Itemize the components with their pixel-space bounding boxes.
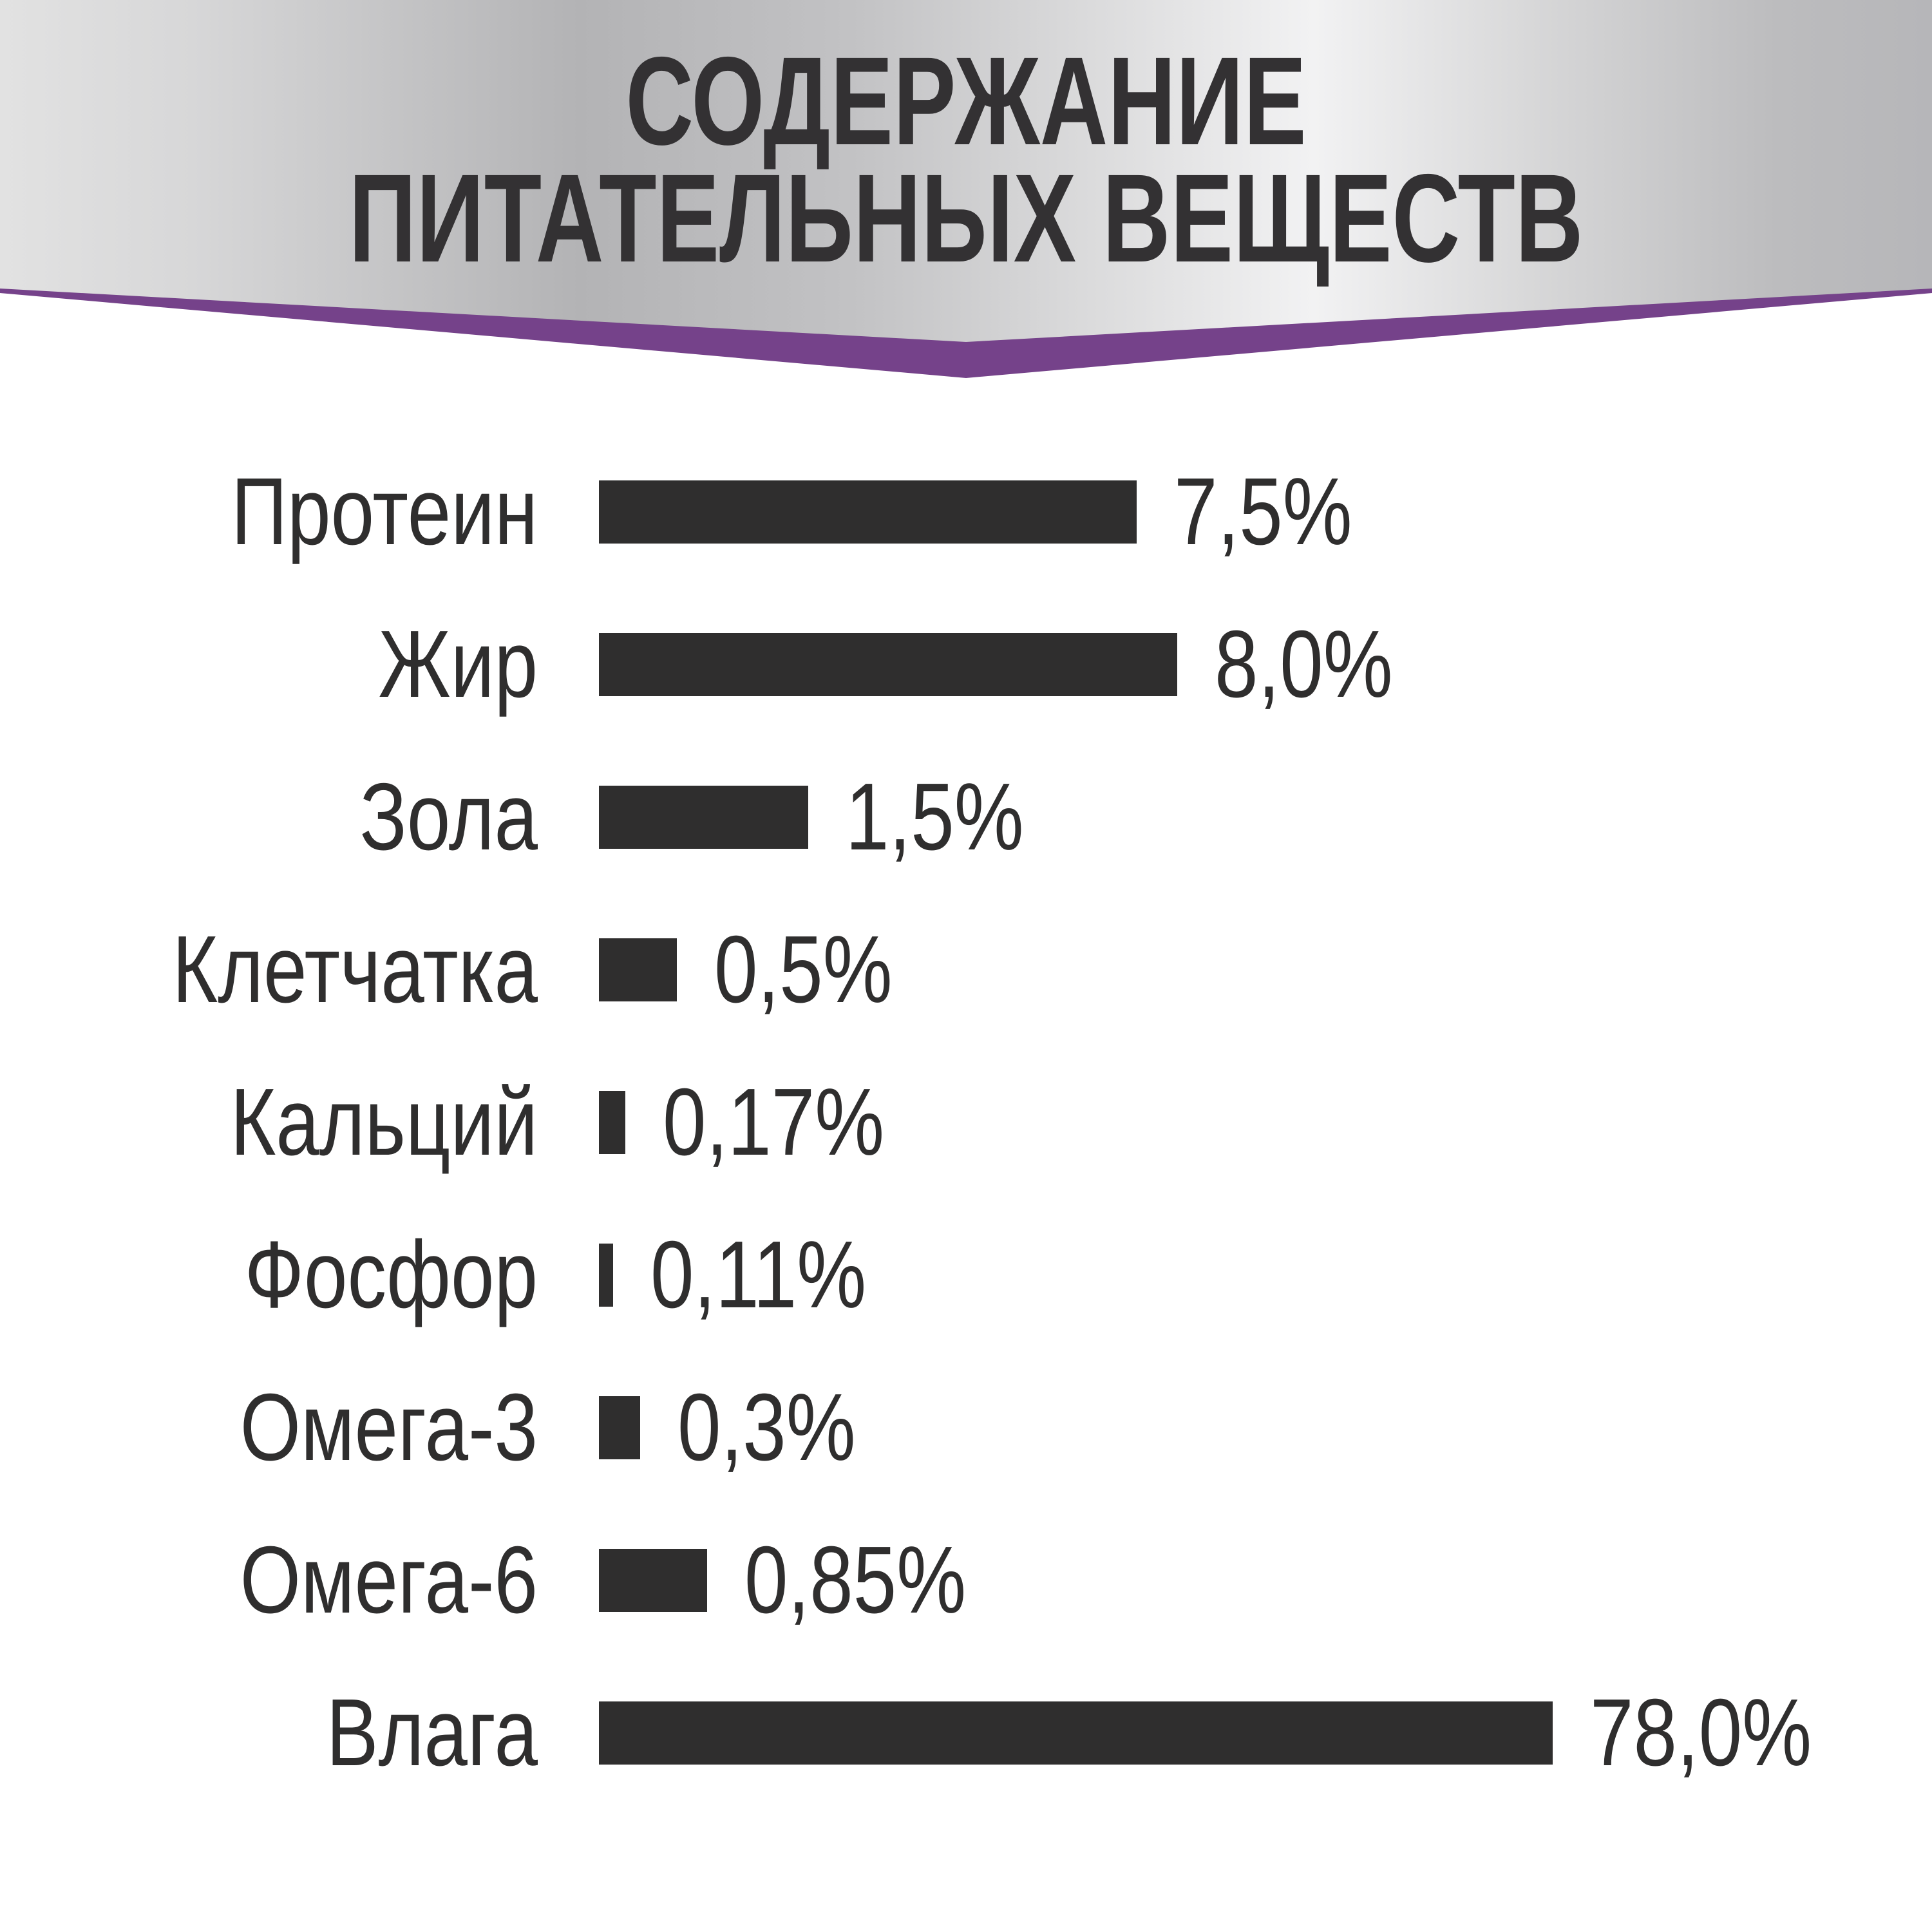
nutrient-value: 8,0% [1215,611,1393,717]
nutrient-bar [599,632,1177,696]
chart-row: Фосфор 0,11% [0,1198,1932,1351]
nutrient-value: 0,5% [714,916,893,1023]
chart-row: Влага 78,0% [0,1656,1932,1809]
page-title-line2: ПИТАТЕЛЬНЫХ ВЕЩЕСТВ [348,148,1584,289]
nutrient-label: Жир [378,611,538,717]
nutrient-label: Протеин [231,458,538,565]
chart-row: Зола 1,5% [0,741,1932,893]
nutrient-label: Кальций [230,1068,538,1175]
nutrient-value: 1,5% [846,763,1024,870]
nutrient-label: Омега-3 [240,1374,538,1481]
nutrient-bar [599,1243,613,1307]
nutrient-bar [599,1548,707,1612]
nutrients-bar-chart: Протеин 7,5% Жир 8,0% Зола 1,5% Клетчатк… [0,435,1932,1809]
chart-row: Омега-3 0,3% [0,1351,1932,1504]
nutrient-value: 7,5% [1174,458,1352,565]
nutrient-label: Влага [326,1679,538,1786]
nutrient-label: Фосфор [244,1221,538,1328]
nutrient-value: 0,3% [677,1374,856,1481]
chart-row: Омега-6 0,85% [0,1504,1932,1656]
nutrient-bar [599,938,677,1001]
nutrient-bar [599,785,808,849]
nutrient-value: 0,17% [663,1068,885,1175]
page-title-line1: СОДЕРЖАНИЕ [625,31,1307,171]
nutrient-label: Клетчатка [172,916,538,1023]
nutrient-value: 78,0% [1590,1679,1812,1786]
nutrient-label: Зола [359,763,538,870]
header-banner: СОДЕРЖАНИЕ ПИТАТЕЛЬНЫХ ВЕЩЕСТВ [0,0,1932,342]
chart-row: Клетчатка 0,5% [0,893,1932,1046]
page-title: СОДЕРЖАНИЕ ПИТАТЕЛЬНЫХ ВЕЩЕСТВ [242,39,1690,281]
chart-row: Протеин 7,5% [0,435,1932,588]
nutrient-bar [599,1701,1553,1765]
chart-row: Жир 8,0% [0,588,1932,741]
nutrient-bar [599,1396,640,1459]
nutrient-label: Омега-6 [240,1526,538,1633]
nutrient-bar [599,480,1137,544]
chart-row: Кальций 0,17% [0,1046,1932,1198]
nutrient-value: 0,11% [650,1221,867,1328]
nutrient-value: 0,85% [744,1526,967,1633]
nutrient-bar [599,1090,625,1154]
